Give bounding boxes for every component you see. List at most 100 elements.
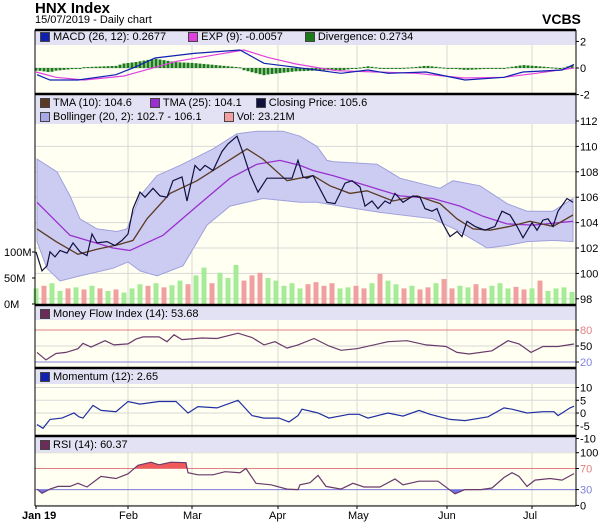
divergence-bar xyxy=(262,68,266,76)
divergence-bar xyxy=(74,68,78,69)
volume-bar xyxy=(537,280,543,304)
divergence-bar xyxy=(98,66,102,68)
x-axis-month-label: May xyxy=(348,510,369,522)
divergence-bar xyxy=(414,67,418,69)
volume-bar xyxy=(249,275,255,304)
volume-bar xyxy=(393,284,399,304)
rsi-axis-tick-label: 0 xyxy=(580,500,586,512)
divergence-bar xyxy=(510,66,514,68)
divergence-bar xyxy=(426,65,430,68)
divergence-bar xyxy=(258,68,262,75)
mfi-axis-tick-label: 80 xyxy=(580,325,592,337)
volume-bar xyxy=(401,288,407,304)
volume-swatch xyxy=(223,112,234,122)
price-legend-row-2: Bollinger (20, 2): 102.7 - 106.1 Vol: 23… xyxy=(40,111,295,123)
volume-bar xyxy=(489,285,495,304)
x-axis-month-label: Jun xyxy=(438,510,456,522)
rsi-axis-tick-label: 100 xyxy=(580,448,598,460)
divergence-bar xyxy=(282,68,286,73)
divergence-bar xyxy=(346,68,350,70)
divergence-bar xyxy=(206,64,210,68)
volume-bar xyxy=(409,285,415,304)
divergence-bar xyxy=(330,68,334,71)
divergence-bar xyxy=(342,68,346,71)
divergence-bar xyxy=(546,67,550,69)
price-axis-tick-label: 112 xyxy=(580,116,598,128)
divergence-bar xyxy=(230,66,234,68)
volume-bar xyxy=(81,289,87,304)
volume-axis-tick-label: 50M xyxy=(4,273,25,285)
volume-bar xyxy=(329,283,335,304)
x-axis-month-label: Jan 19 xyxy=(22,510,56,522)
divergence-bar xyxy=(122,63,126,68)
divergence-bar xyxy=(190,62,194,68)
divergence-bar xyxy=(470,68,474,70)
mfi-legend-label: Money Flow Index (14): 53.68 xyxy=(53,308,199,320)
divergence-bar xyxy=(378,67,382,69)
divergence-bar xyxy=(218,65,222,68)
price-axis-tick-label: 98 xyxy=(580,294,592,306)
divergence-bar xyxy=(526,65,530,68)
divergence-bar xyxy=(490,68,494,69)
volume-bar xyxy=(97,288,103,304)
volume-bar xyxy=(209,283,215,304)
macd-swatch xyxy=(40,32,50,42)
volume-bar xyxy=(177,280,183,304)
volume-bar xyxy=(65,288,71,304)
volume-bar xyxy=(313,282,319,304)
divergence-bar xyxy=(162,60,166,68)
divergence-bar xyxy=(62,68,66,70)
volume-bar xyxy=(225,278,231,304)
volume-axis-tick-label: 0M xyxy=(4,299,19,311)
divergence-bar xyxy=(178,62,182,68)
divergence-bar xyxy=(278,68,282,74)
tma25-legend-label: TMA (25): 104.1 xyxy=(162,97,242,109)
momentum-legend-band xyxy=(35,368,576,384)
volume-bar xyxy=(185,284,191,304)
volume-bar xyxy=(481,288,487,304)
divergence-bar xyxy=(466,68,470,70)
divergence-bar xyxy=(366,66,370,68)
volume-bar xyxy=(433,283,439,304)
divergence-bar xyxy=(406,67,410,69)
divergence-bar xyxy=(78,68,82,69)
divergence-bar xyxy=(550,67,554,69)
chart-title: HNX Index xyxy=(35,0,111,17)
volume-bar xyxy=(241,280,247,304)
divergence-bar xyxy=(458,68,462,70)
divergence-bar xyxy=(294,68,298,72)
divergence-bar xyxy=(202,63,206,68)
divergence-bar xyxy=(266,68,270,75)
volume-bar xyxy=(193,275,199,304)
volume-bar xyxy=(169,285,175,304)
volume-bar xyxy=(553,288,559,304)
price-axis-tick-label: 100 xyxy=(580,268,598,280)
divergence-bar xyxy=(226,66,230,68)
divergence-bar xyxy=(494,68,498,69)
divergence-bar xyxy=(158,59,162,68)
x-axis-month-label: Mar xyxy=(183,510,202,522)
divergence-bar xyxy=(242,68,246,71)
divergence-bar xyxy=(298,68,302,72)
volume-bar xyxy=(233,265,239,304)
rsi-axis-tick-label: 30 xyxy=(580,485,592,497)
volume-bar xyxy=(161,287,167,304)
divergence-bar xyxy=(386,68,390,69)
divergence-legend-label: Divergence: 0.2734 xyxy=(317,31,414,43)
divergence-bar xyxy=(286,68,290,73)
divergence-bar xyxy=(194,63,198,68)
divergence-bar xyxy=(362,66,366,68)
divergence-bar xyxy=(42,68,46,72)
bollinger-swatch xyxy=(40,112,50,122)
divergence-bar xyxy=(522,65,526,68)
volume-bar xyxy=(41,285,47,304)
divergence-bar xyxy=(198,63,202,68)
divergence-bar xyxy=(270,68,274,75)
divergence-bar xyxy=(34,68,38,71)
volume-bar xyxy=(425,287,431,304)
divergence-bar xyxy=(146,59,150,68)
divergence-bar xyxy=(254,68,258,74)
mfi-swatch xyxy=(40,309,50,319)
divergence-bar xyxy=(238,67,242,69)
volume-bar xyxy=(417,289,423,304)
